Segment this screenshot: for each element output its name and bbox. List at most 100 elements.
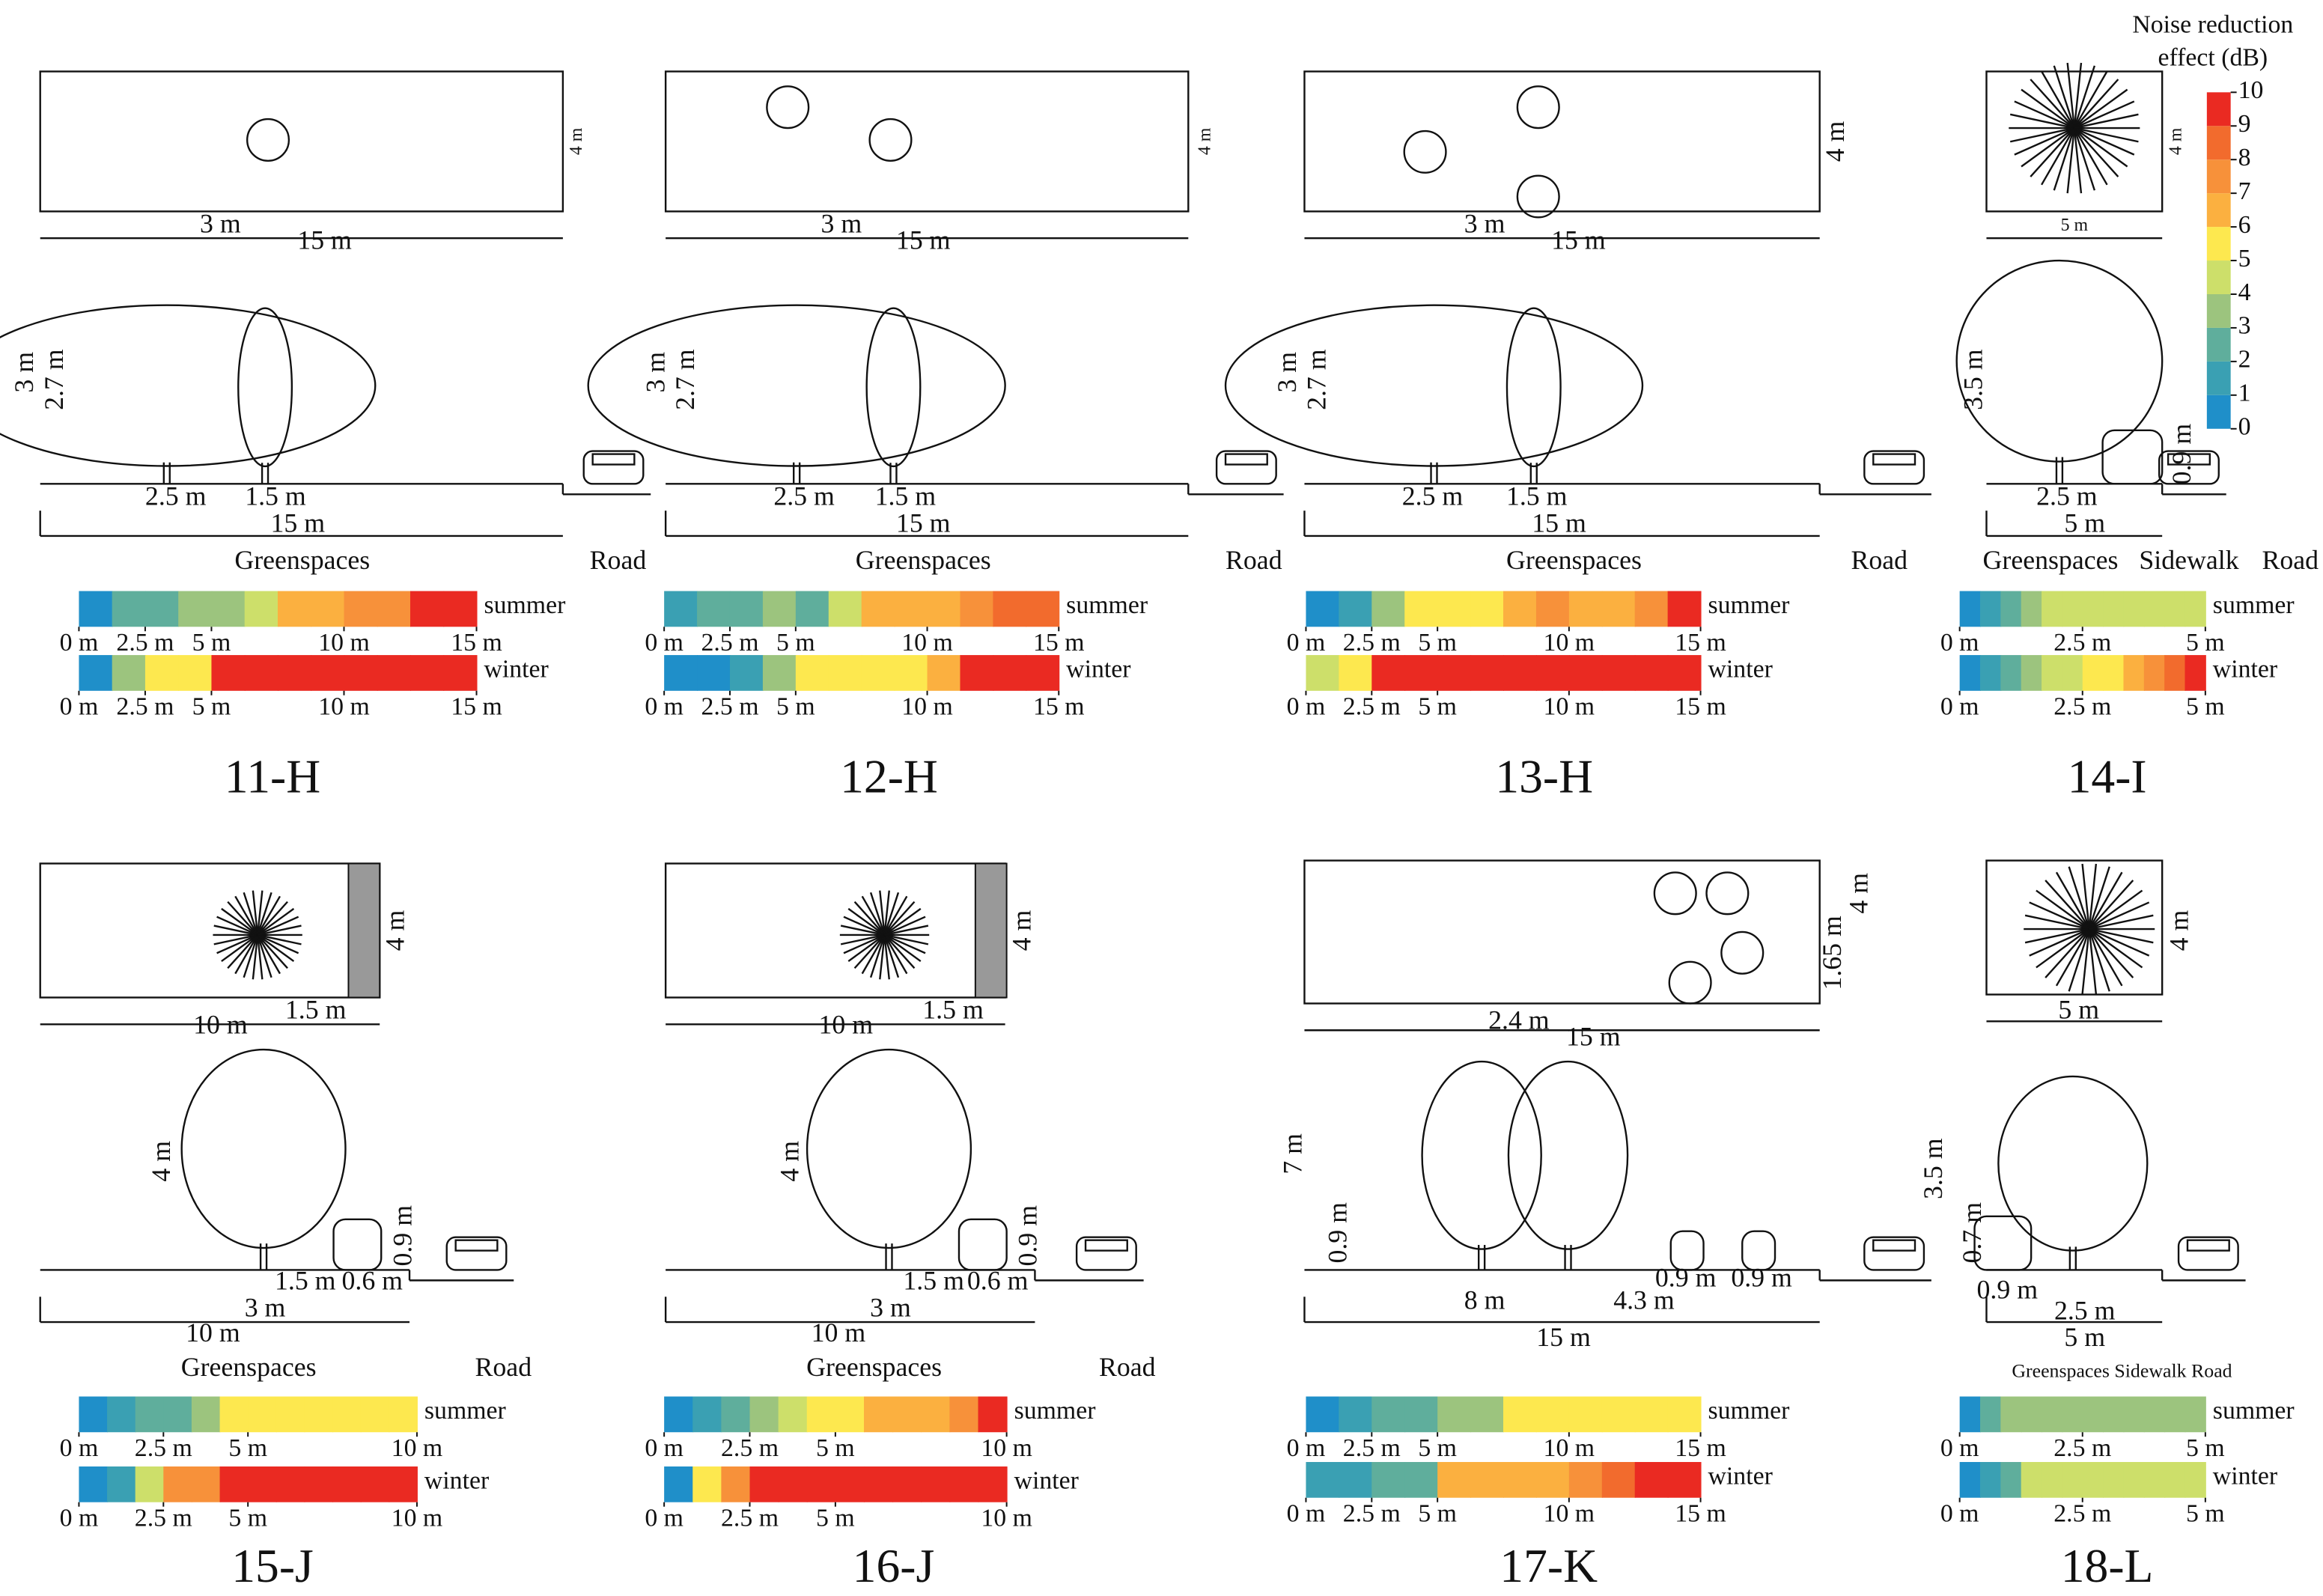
heat-segment [1667,1462,1702,1498]
distance-label: 0 m [60,1434,99,1462]
distance-label: 5 m [816,1434,855,1462]
distance-label: 5 m [776,692,815,720]
season-label: summer [2213,1397,2295,1425]
line [883,890,890,936]
heat-segment [304,1466,334,1502]
tree-crown [587,304,1006,467]
heat-segment [2123,591,2145,627]
section-dimension: 3 m [245,1292,286,1322]
line [861,895,886,936]
distance-label: 2.5 m [116,629,174,657]
line [853,934,886,969]
zone-label: Greenspaces [1506,545,1642,575]
heat-segment [2062,1462,2083,1498]
legend-tick-label: 5 [2238,245,2251,272]
heat-segment [1306,1396,1340,1433]
season-label: winter [424,1467,489,1495]
heat-segment [2000,1396,2022,1433]
heat-segment [1503,1462,1537,1498]
legend-tick-label: 1 [2238,380,2251,407]
distance-label: 0 m [1287,1434,1326,1462]
heat-segment [2143,655,2166,691]
line [2030,127,2075,177]
heat-segment [248,1396,277,1433]
distance-label: 5 m [1418,1499,1457,1527]
heat-segment [828,655,862,691]
line [256,892,273,936]
line [221,907,258,936]
section-dimension: 2.5 m [1402,481,1464,511]
heat-segment [664,1396,694,1433]
line [2068,928,2090,992]
heat-segment [795,655,829,691]
tree-crown [806,1048,972,1249]
line [883,907,922,936]
legend-tick-label: 4 [2238,278,2251,306]
distance-label: 0 m [645,629,683,657]
distance-label: 2.5 m [1343,692,1401,720]
distance-label: 2.5 m [1343,629,1401,657]
heat-segment [360,1396,390,1433]
heat-segment [178,655,213,691]
line [257,933,299,954]
plan-outline [664,70,1190,213]
distance-label: 2.5 m [701,629,758,657]
heat-segment [692,1466,722,1502]
heat-segment [835,1466,865,1502]
line [257,925,302,936]
zone-label: Greenspaces [181,1352,317,1382]
heat-segment [921,1396,951,1433]
line [2024,928,2089,944]
section-dimension: 10 m [186,1318,240,1347]
line [216,933,258,954]
section-dimension: 2.7 m [39,349,69,410]
line [2036,889,2090,930]
plan-outline [1985,859,2164,996]
section-dimension: 4 m [146,1141,176,1182]
heat-segment [894,591,928,627]
heat-segment [135,1396,165,1433]
heat-segment [2021,655,2043,691]
line [2024,914,2089,931]
line [2074,113,2139,130]
heat-segment [79,655,113,691]
heat-segment [795,591,829,627]
car-window [1224,453,1268,466]
distance-label: 10 m [392,1504,443,1532]
heat-segment [112,591,146,627]
line [2073,127,2083,194]
legend-title: effect (dB) [2158,43,2268,71]
line [884,933,929,945]
heat-segment [360,1466,390,1502]
heat-segment [1667,655,1702,691]
zone-label: Sidewalk [2139,545,2238,575]
line [2053,65,2075,129]
distance-label: 0 m [645,1434,683,1462]
heat-segment [332,1396,362,1433]
tree-crown [1505,307,1562,468]
plan-dimension: 4 m [2164,910,2193,951]
distance-label: 10 m [318,629,370,657]
line [884,916,926,936]
plan-dimension: 3 m [1464,209,1505,239]
heat-segment [2062,591,2083,627]
heat-segment [2062,655,2083,691]
distance-label: 2.5 m [2053,692,2111,720]
zone-label: Road [1099,1352,1156,1382]
distance-label: 0 m [1940,1499,1979,1527]
panel-id: 16-J [853,1539,935,1592]
section-dimension: 4 m [774,1141,804,1182]
tree-crown [0,304,377,467]
car-window [1872,1239,1916,1252]
line [2074,127,2139,143]
legend-swatch [2206,261,2231,294]
heat-segment [828,591,862,627]
heat-segment [835,1396,865,1433]
line [257,901,288,936]
section-dimension: 15 m [271,508,326,537]
legend-tick-label: 3 [2238,312,2251,340]
plan-dimension: 15 m [297,225,352,255]
car [582,450,645,485]
heat-segment [1371,655,1406,691]
